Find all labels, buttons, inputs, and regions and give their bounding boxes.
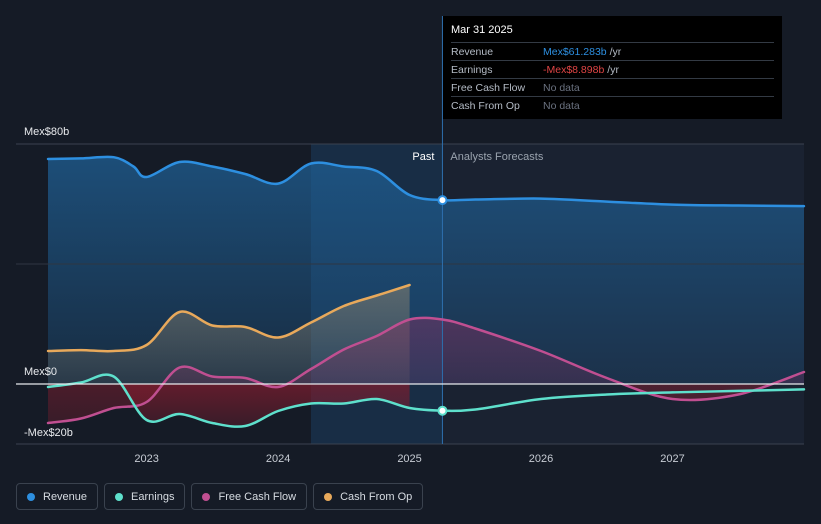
revenue-marker xyxy=(437,195,448,206)
x-axis-tick-label: 2025 xyxy=(397,453,421,465)
tooltip-label: Cash From Op xyxy=(451,99,520,112)
tooltip-row-earnings: Earnings -Mex$8.898b /yr xyxy=(451,60,774,78)
legend-item-earnings[interactable]: Earnings xyxy=(104,483,186,510)
y-axis-label: Mex$80b xyxy=(24,126,69,138)
legend-label: Revenue xyxy=(43,490,88,503)
earnings-negative-area xyxy=(48,384,410,427)
tooltip-label: Revenue xyxy=(451,45,494,58)
free-cash-flow-area xyxy=(48,317,804,384)
legend-item-free-cash-flow[interactable]: Free Cash Flow xyxy=(191,483,308,510)
tooltip-label: Free Cash Flow xyxy=(451,81,526,94)
x-axis-tick-label: 2026 xyxy=(529,453,553,465)
y-axis-label: Mex$0 xyxy=(24,366,57,378)
legend-label: Cash From Op xyxy=(340,490,413,503)
tooltip-row-cash-from-op: Cash From Op No data xyxy=(451,96,774,114)
tooltip-value: Mex$61.283b xyxy=(543,45,607,58)
x-axis-tick-label: 2027 xyxy=(660,453,684,465)
free-cash-flow-line xyxy=(46,316,806,425)
y-axis-label: -Mex$20b xyxy=(24,427,73,439)
legend: Revenue Earnings Free Cash Flow Cash Fro… xyxy=(16,483,424,510)
tooltip-unit: /yr xyxy=(609,45,622,58)
legend-dot-icon xyxy=(115,492,124,501)
earnings-line xyxy=(46,373,806,428)
earnings-marker xyxy=(437,405,448,416)
legend-label: Earnings xyxy=(131,490,175,503)
legend-label: Free Cash Flow xyxy=(218,490,297,503)
cash-from-op-area xyxy=(48,285,410,384)
legend-dot-icon xyxy=(27,492,35,501)
tooltip-date: Mar 31 2025 xyxy=(451,24,513,36)
revenue-line xyxy=(46,155,806,208)
tooltip-row-revenue: Revenue Mex$61.283b /yr xyxy=(451,42,774,60)
past-label: Past xyxy=(412,151,434,163)
tooltip-value: -Mex$8.898b xyxy=(543,63,605,76)
legend-dot-icon xyxy=(324,492,333,501)
legend-item-cash-from-op[interactable]: Cash From Op xyxy=(313,483,424,510)
tooltip-value: No data xyxy=(543,99,580,112)
tooltip: Mar 31 2025 Revenue Mex$61.283b /yr Earn… xyxy=(443,16,782,119)
forecast-label: Analysts Forecasts xyxy=(450,151,543,163)
tooltip-row-free-cash-flow: Free Cash Flow No data xyxy=(451,78,774,96)
cash-from-op-line xyxy=(46,283,411,353)
tooltip-label: Earnings xyxy=(451,63,493,76)
x-axis-tick-label: 2024 xyxy=(266,453,290,465)
legend-dot-icon xyxy=(202,492,211,501)
tooltip-unit: /yr xyxy=(607,63,619,76)
tooltip-value: No data xyxy=(543,81,580,94)
legend-item-revenue[interactable]: Revenue xyxy=(16,483,99,510)
earnings-negative-group xyxy=(48,384,410,427)
x-axis-tick-label: 2023 xyxy=(134,453,158,465)
